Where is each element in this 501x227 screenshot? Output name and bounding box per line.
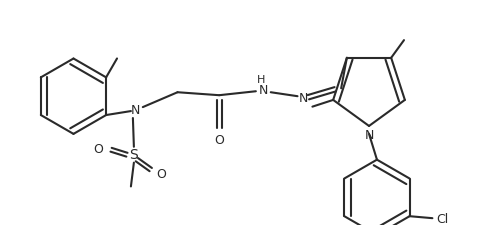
Text: O: O bbox=[156, 168, 166, 181]
Text: O: O bbox=[93, 143, 103, 156]
Text: S: S bbox=[129, 148, 138, 162]
Text: N: N bbox=[298, 92, 308, 105]
Text: N: N bbox=[364, 129, 373, 142]
Text: N: N bbox=[259, 84, 268, 97]
Text: Cl: Cl bbox=[435, 213, 447, 226]
Text: N: N bbox=[131, 104, 140, 117]
Text: O: O bbox=[214, 134, 223, 147]
Text: H: H bbox=[256, 75, 265, 85]
